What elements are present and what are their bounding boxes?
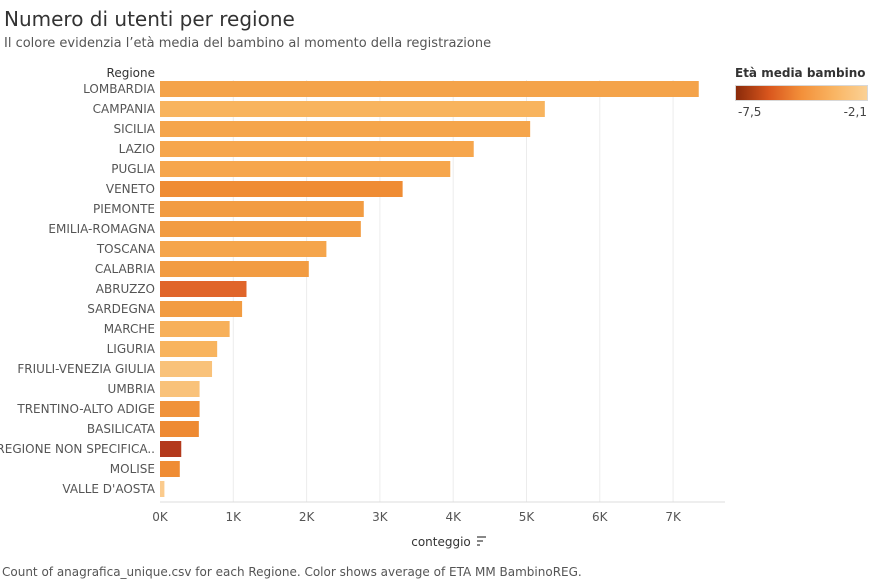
category-label: LOMBARDIA bbox=[83, 82, 156, 96]
category-label: SARDEGNA bbox=[87, 302, 155, 316]
category-label: ABRUZZO bbox=[96, 282, 155, 296]
bar[interactable] bbox=[160, 301, 243, 317]
chart-footer: Count of anagrafica_unique.csv for each … bbox=[2, 565, 582, 579]
category-label: BASILICATA bbox=[87, 422, 156, 436]
category-label: VALLE D'AOSTA bbox=[62, 482, 155, 496]
legend-gradient bbox=[735, 85, 868, 101]
bar[interactable] bbox=[160, 341, 218, 357]
x-tick-label: 3K bbox=[372, 510, 389, 524]
x-tick-label: 4K bbox=[445, 510, 462, 524]
legend-title: Età media bambino bbox=[735, 66, 866, 80]
bar[interactable] bbox=[160, 421, 199, 437]
bar[interactable] bbox=[160, 381, 200, 397]
category-label: PIEMONTE bbox=[93, 202, 155, 216]
bar[interactable] bbox=[160, 121, 531, 137]
category-label: EMILIA-ROMAGNA bbox=[48, 222, 155, 236]
bar[interactable] bbox=[160, 321, 230, 337]
bar[interactable] bbox=[160, 161, 451, 177]
bar[interactable] bbox=[160, 261, 309, 277]
bar[interactable] bbox=[160, 461, 180, 477]
bar[interactable] bbox=[160, 201, 364, 217]
category-label: CAMPANIA bbox=[93, 102, 156, 116]
category-label: TRENTINO-ALTO ADIGE bbox=[16, 402, 155, 416]
y-axis-header: Regione bbox=[107, 66, 155, 80]
category-label: SICILIA bbox=[113, 122, 155, 136]
category-label: REGIONE NON SPECIFICA.. bbox=[0, 442, 155, 456]
chart-subtitle: Il colore evidenzia l’età media del bamb… bbox=[4, 36, 492, 51]
color-legend[interactable]: Età media bambino -7,5 -2,1 bbox=[735, 66, 871, 121]
bar[interactable] bbox=[160, 281, 247, 297]
x-tick-label: 0K bbox=[152, 510, 169, 524]
x-axis-title: conteggio bbox=[411, 535, 471, 549]
bar[interactable] bbox=[160, 181, 403, 197]
bar[interactable] bbox=[160, 241, 327, 257]
bar[interactable] bbox=[160, 101, 545, 117]
category-label: VENETO bbox=[106, 182, 155, 196]
chart-title: Numero di utenti per regione bbox=[4, 7, 295, 31]
bar[interactable] bbox=[160, 141, 474, 157]
x-tick-label: 6K bbox=[592, 510, 609, 524]
bar[interactable] bbox=[160, 221, 361, 237]
category-label: LIGURIA bbox=[107, 342, 156, 356]
bar[interactable] bbox=[160, 401, 200, 417]
category-label: TOSCANA bbox=[96, 242, 156, 256]
x-tick-label: 7K bbox=[665, 510, 682, 524]
bar[interactable] bbox=[160, 441, 182, 457]
category-label: UMBRIA bbox=[108, 382, 156, 396]
category-label: MOLISE bbox=[110, 462, 155, 476]
bar[interactable] bbox=[160, 361, 213, 377]
bar-chart: 0K 1K 2K 3K 4K 5K 6K 7K Regione LOMBARDIA CAMPANIA… bbox=[0, 66, 725, 549]
legend-min-label: -7,5 bbox=[738, 105, 762, 119]
x-tick-label: 2K bbox=[299, 510, 316, 524]
sort-icon[interactable] bbox=[477, 536, 486, 546]
category-label: FRIULI-VENEZIA GIULIA bbox=[17, 362, 155, 376]
category-label: CALABRIA bbox=[95, 262, 156, 276]
x-tick-label: 5K bbox=[519, 510, 536, 524]
category-label: LAZIO bbox=[119, 142, 155, 156]
bar[interactable] bbox=[160, 481, 165, 497]
legend-max-label: -2,1 bbox=[843, 105, 867, 119]
category-label: PUGLIA bbox=[111, 162, 156, 176]
bar[interactable] bbox=[160, 81, 699, 97]
x-tick-label: 1K bbox=[226, 510, 243, 524]
category-label: MARCHE bbox=[104, 322, 155, 336]
